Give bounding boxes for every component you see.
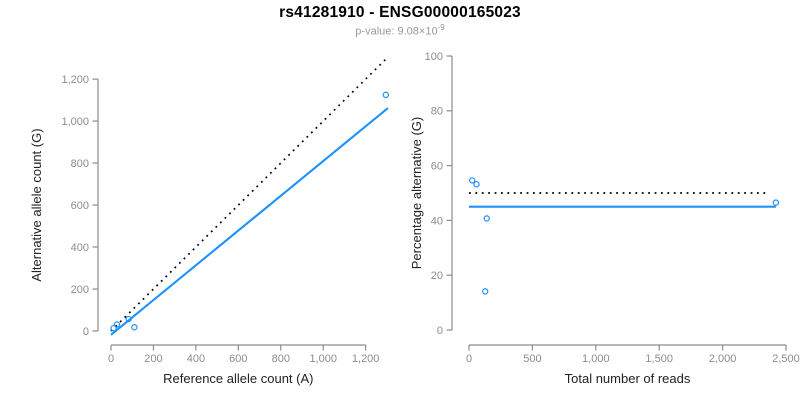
x-tick-label: 1,500	[645, 353, 673, 365]
y-axis-title: Percentage alternative (G)	[409, 117, 424, 269]
y-tick-label: 800	[71, 158, 89, 170]
x-axis-title: Total number of reads	[565, 371, 691, 386]
x-tick-label: 2,500	[772, 353, 800, 365]
p-value-subtitle: p-value: 9.08×10-9	[0, 23, 800, 38]
data-point	[772, 199, 780, 206]
x-tick-label: 800	[272, 353, 290, 365]
x-tick-label: 2,000	[709, 353, 737, 365]
x-tick-label: 500	[523, 353, 541, 365]
y-tick-label: 1,200	[61, 74, 89, 86]
data-point	[483, 215, 490, 222]
y-tick-label: 1,000	[61, 116, 89, 128]
page-title: rs41281910 - ENSG00000165023	[279, 4, 521, 21]
y-tick-label: 40	[431, 215, 443, 227]
x-tick-label: 600	[229, 353, 247, 365]
y-tick-label: 200	[71, 284, 89, 296]
y-tick-label: 600	[71, 200, 89, 212]
data-point	[113, 321, 121, 328]
y-tick-label: 20	[431, 270, 443, 282]
x-tick-label: 0	[466, 353, 472, 365]
x-tick-label: 1,000	[309, 353, 337, 365]
y-tick-label: 400	[71, 242, 89, 254]
fit-line	[110, 107, 389, 336]
data-point	[473, 181, 480, 188]
y-tick-label: 0	[83, 326, 89, 338]
data-point	[482, 288, 489, 295]
data-point	[131, 324, 138, 331]
y-axis-title: Alternative allele count (G)	[29, 128, 44, 281]
y-tick-label: 100	[425, 51, 443, 63]
x-axis-title: Reference allele count (A)	[163, 371, 313, 386]
data-point	[382, 91, 390, 99]
right-plot: 0 20 40 60 80 100 0 500 1,000 1,500 2,000 2,500 Tota…	[409, 51, 800, 386]
x-tick-label: 200	[144, 353, 162, 365]
x-tick-label: 1,200	[352, 353, 380, 365]
y-tick-label: 80	[431, 106, 443, 118]
x-tick-label: 0	[108, 353, 114, 365]
identity-line	[110, 56, 389, 332]
data-point	[110, 325, 117, 332]
y-tick-label: 60	[431, 160, 443, 172]
x-tick-label: 1,000	[582, 353, 610, 365]
y-tick-label: 0	[437, 325, 443, 337]
data-point	[125, 315, 132, 323]
left-plot: 0 200 400 600 800 1,000 1,200 0 200 400 600 800 1,00…	[29, 56, 390, 386]
data-point	[468, 177, 476, 184]
p-value-exponent: -9	[437, 23, 445, 32]
x-tick-label: 400	[187, 353, 205, 365]
p-value-text: p-value: 9.08×10	[355, 25, 438, 38]
